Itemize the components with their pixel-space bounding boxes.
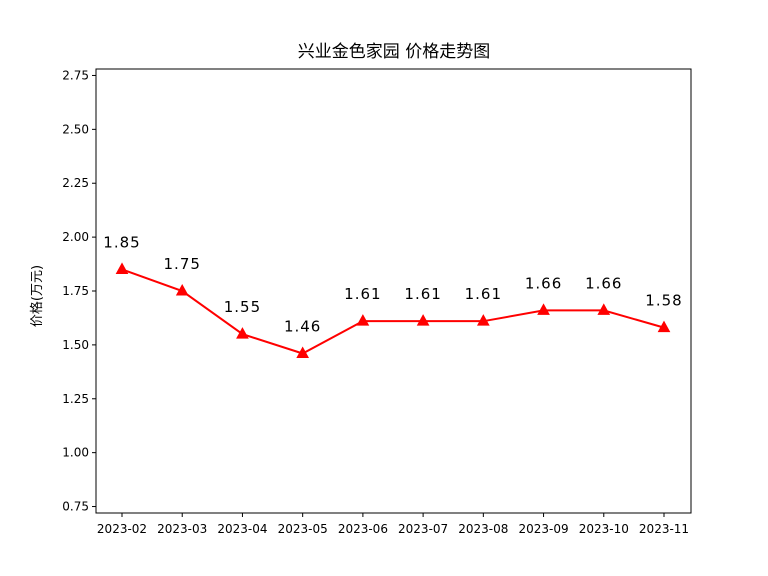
y-tick-label: 1.75 [62,284,89,298]
y-tick-label: 1.00 [62,446,89,460]
data-point-marker [175,283,189,296]
y-axis-label: 价格(万元) [29,265,45,327]
x-tick-label: 2023-03 [157,522,207,536]
x-tick-label: 2023-04 [217,522,267,536]
data-point-marker [115,262,129,274]
y-tick-label: 2.00 [62,230,89,244]
y-tick-label: 0.75 [62,500,89,514]
x-tick-label: 2023-11 [639,522,689,536]
y-tick-label: 1.25 [62,392,89,406]
chart-title: 兴业金色家园 价格走势图 [298,42,490,62]
series-line [121,268,665,355]
y-axis-ticks: 0.75 1.00 1.25 1.50 1.75 2.00 2.25 2.50 2.75 [62,68,96,514]
x-tick-label: 2023-02 [97,522,147,536]
data-label: 1.66 [585,274,622,292]
data-point-marker [236,327,249,339]
data-point-marker [476,314,490,326]
data-label: 1.85 [103,233,140,251]
y-tick-label: 2.50 [62,122,89,136]
data-label: 1.61 [344,285,381,303]
x-tick-label: 2023-09 [518,522,568,536]
x-tick-label: 2023-10 [579,522,629,536]
data-point-marker [537,303,550,315]
data-point-marker [416,314,430,326]
y-tick-label: 2.25 [62,176,89,190]
series-group [115,262,671,359]
data-labels: 1.85 1.75 1.55 1.46 1.61 1.61 1.61 1.66 1.66 1.58 [103,233,682,336]
data-label: 1.46 [284,318,321,336]
x-axis-ticks: 2023-02 2023-03 2023-04 2023-05 2023-06 2023-… [97,513,689,536]
data-label: 1.61 [465,285,502,303]
data-label: 1.61 [404,285,441,303]
data-point-marker [296,346,310,359]
x-tick-label: 2023-08 [458,522,508,536]
data-point-marker [657,320,671,333]
x-tick-label: 2023-06 [338,522,388,536]
y-tick-label: 1.50 [62,338,89,352]
data-label: 1.66 [525,274,562,292]
data-point-marker [597,303,611,315]
data-label: 1.55 [224,298,261,316]
x-tick-label: 2023-05 [278,522,328,536]
y-tick-label: 2.75 [62,68,89,82]
x-tick-label: 2023-07 [398,522,448,536]
data-label: 1.58 [645,292,682,310]
data-label: 1.75 [164,255,201,273]
data-point-marker [356,314,370,326]
